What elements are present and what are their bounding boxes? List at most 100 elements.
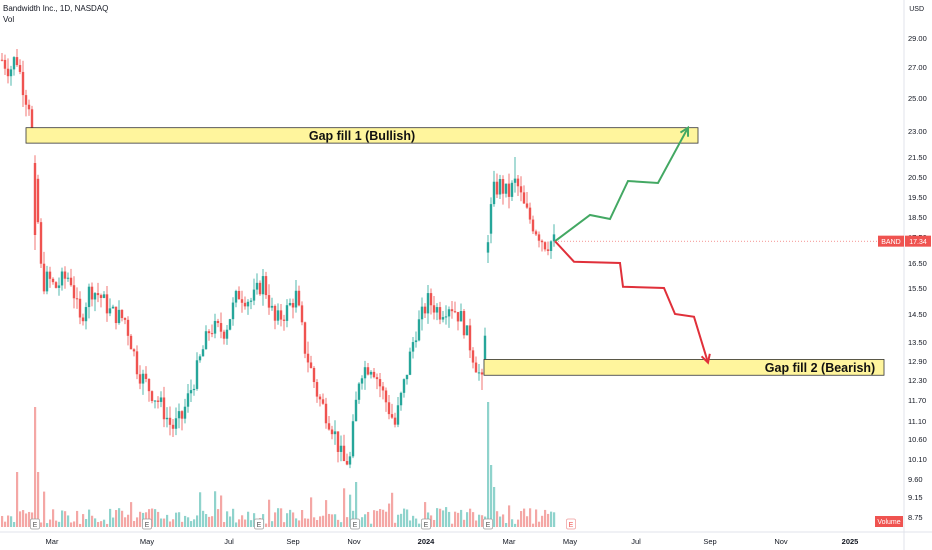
volume-bar — [439, 508, 442, 527]
candle-body — [486, 242, 490, 253]
candle-body — [135, 351, 139, 375]
volume-bar — [451, 523, 454, 527]
candle-body — [36, 178, 40, 223]
candle-body — [498, 179, 502, 195]
candle-body — [543, 242, 547, 250]
volume-bar — [166, 514, 169, 527]
candle-body — [24, 95, 28, 105]
candle-body — [159, 397, 163, 402]
volume-bar — [241, 515, 244, 527]
volume-bar — [199, 492, 202, 527]
time-tick-label: Sep — [286, 537, 299, 546]
candle-body — [468, 325, 472, 351]
candle-body — [66, 277, 70, 279]
price-tick-label: 13.50 — [908, 338, 927, 347]
candle-body — [252, 289, 256, 301]
candle-body — [96, 293, 100, 296]
earnings-marker-label: E — [257, 522, 262, 529]
candle-body — [207, 331, 211, 334]
candle-body — [483, 335, 487, 375]
candle-body — [42, 263, 46, 292]
volume-bar — [184, 515, 187, 527]
volume-bar — [1, 515, 4, 527]
volume-bar — [271, 521, 274, 527]
candle-body — [417, 319, 421, 341]
time-tick-label: Nov — [347, 537, 361, 546]
time-tick-label: Mar — [46, 537, 59, 546]
volume-bar — [229, 516, 232, 527]
volume-bar — [517, 519, 520, 527]
candle-body — [141, 373, 145, 384]
volume-bar — [493, 487, 496, 527]
candle-body — [126, 319, 130, 336]
candle-body — [390, 414, 394, 418]
earnings-marker — [142, 518, 152, 530]
price-tick-label: 20.50 — [908, 173, 927, 182]
volume-bar — [136, 517, 139, 527]
candle-body — [306, 353, 310, 363]
candle-body — [51, 278, 55, 283]
price-tick-label: 25.00 — [908, 94, 927, 103]
candle-body — [111, 306, 115, 309]
price-tick-label: 29.00 — [908, 34, 927, 43]
candle-body — [249, 300, 253, 302]
volume-bar — [313, 517, 316, 527]
volume-bar — [85, 519, 88, 527]
volume-bar — [76, 510, 79, 527]
volume-bar — [460, 509, 463, 527]
volume-bar — [373, 510, 376, 527]
volume-bar — [190, 521, 193, 527]
gap-fill-bullish-zone — [25, 127, 699, 144]
volume-bar — [403, 508, 406, 527]
candle-body — [351, 421, 355, 457]
last-price-label: 17.34 — [909, 239, 927, 246]
symbol-tag-label: BAND — [881, 239, 900, 246]
candle-body — [153, 400, 157, 402]
candle-body — [504, 183, 508, 194]
candle-body — [75, 298, 79, 300]
gap-fill-bearish-zone — [483, 359, 885, 376]
time-tick-label: May — [563, 537, 577, 546]
candle-body — [519, 186, 523, 193]
volume-bar — [214, 491, 217, 527]
volume-bar — [10, 516, 13, 527]
candle-body — [336, 431, 340, 452]
candle-body — [531, 219, 535, 232]
price-tick-label: 27.00 — [908, 63, 927, 72]
volume-bar — [475, 520, 478, 527]
candle-body — [213, 320, 217, 334]
candle-body — [444, 316, 448, 318]
volume-bar — [193, 519, 196, 527]
candle-body — [156, 400, 160, 402]
price-tick-label: 11.70 — [908, 396, 926, 405]
time-tick-label: Nov — [774, 537, 788, 546]
bullish-projection-arrow-head — [679, 125, 690, 137]
volume-bar — [454, 511, 457, 527]
candle-body — [354, 399, 358, 422]
candle-body — [513, 178, 517, 183]
volume-bar — [16, 472, 19, 527]
candle-body — [177, 411, 181, 419]
volume-bar — [112, 517, 115, 527]
volume-bar — [277, 508, 280, 527]
volume-bar — [94, 518, 97, 527]
volume-bar — [298, 520, 301, 527]
volume-bar — [520, 511, 523, 527]
candle-body — [63, 271, 67, 279]
volume-bar — [445, 507, 448, 527]
volume-bar — [124, 517, 127, 527]
candle-body — [360, 378, 364, 384]
volume-bar — [61, 510, 64, 527]
candle-body — [204, 331, 208, 350]
candle-body — [387, 402, 391, 415]
candle-body — [147, 378, 151, 392]
price-tick-label: 23.00 — [908, 127, 927, 136]
volume-bar — [319, 516, 322, 527]
volume-bar — [154, 509, 157, 527]
candle-body — [9, 69, 13, 77]
candle-body — [81, 317, 85, 322]
candle-body — [198, 356, 202, 361]
candle-body — [33, 163, 37, 235]
candle-body — [180, 411, 184, 419]
